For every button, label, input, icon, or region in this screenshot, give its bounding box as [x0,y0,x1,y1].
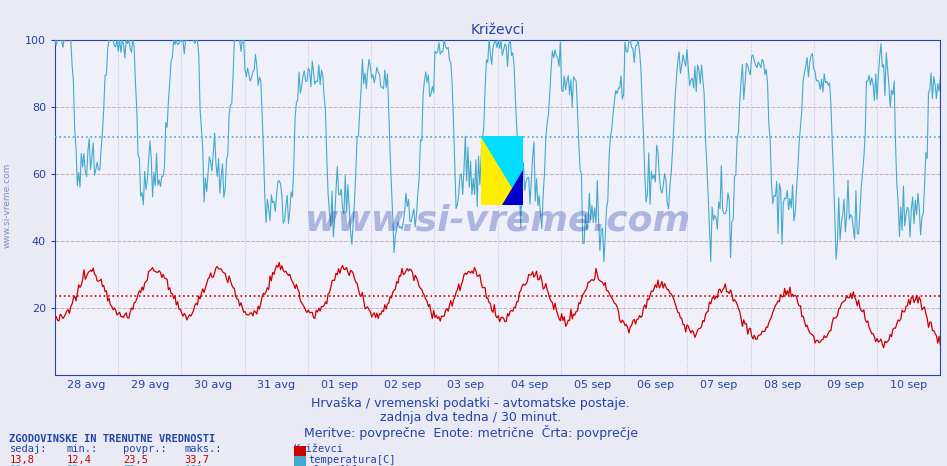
Title: Križevci: Križevci [471,23,525,37]
Text: povpr.:: povpr.: [123,444,167,454]
Text: sedaj:: sedaj: [9,444,47,454]
Text: vlaga[%]: vlaga[%] [309,465,359,466]
Text: ZGODOVINSKE IN TRENUTNE VREDNOSTI: ZGODOVINSKE IN TRENUTNE VREDNOSTI [9,434,216,444]
Text: Križevci: Križevci [294,444,344,454]
Text: min.:: min.: [66,444,98,454]
Text: 23: 23 [66,465,79,466]
Text: Hrvaška / vremenski podatki - avtomatske postaje.: Hrvaška / vremenski podatki - avtomatske… [312,397,630,410]
Text: temperatura[C]: temperatura[C] [309,455,396,465]
Text: 12,4: 12,4 [66,455,91,465]
Polygon shape [502,171,524,206]
Polygon shape [481,136,524,206]
Text: 33,7: 33,7 [185,455,209,465]
Text: 13,8: 13,8 [9,455,34,465]
Text: 99: 99 [9,465,22,466]
Polygon shape [481,136,524,206]
Text: 100: 100 [185,465,204,466]
Text: 23,5: 23,5 [123,455,148,465]
Text: Meritve: povprečne  Enote: metrične  Črta: povprečje: Meritve: povprečne Enote: metrične Črta:… [304,425,637,440]
Text: www.si-vreme.com: www.si-vreme.com [305,204,690,238]
Text: zadnja dva tedna / 30 minut.: zadnja dva tedna / 30 minut. [380,411,562,424]
Text: maks.:: maks.: [185,444,223,454]
Text: 71: 71 [123,465,135,466]
Text: www.si-vreme.com: www.si-vreme.com [3,162,12,248]
